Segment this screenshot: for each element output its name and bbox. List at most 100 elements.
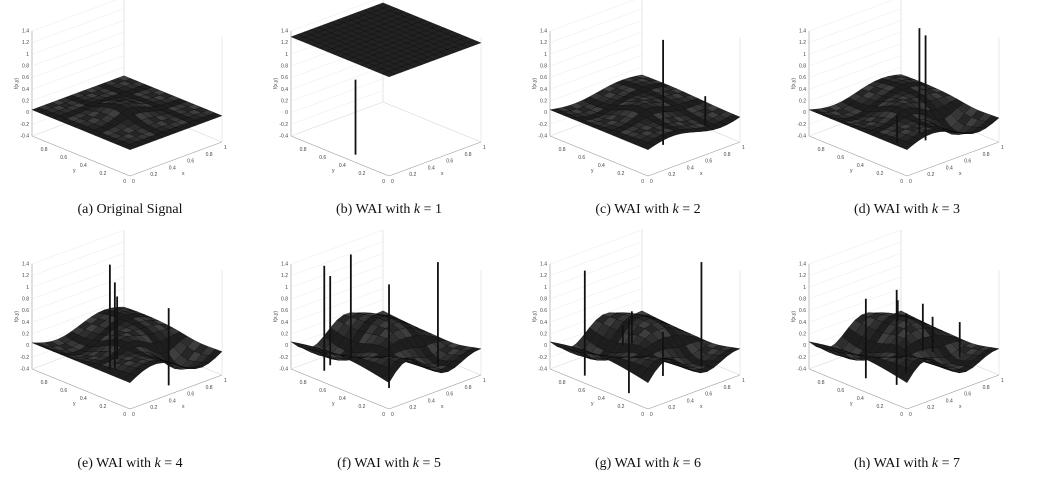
panel: 1.41.210.80.60.40.20-0.2-0.4f(x,y)00.20.… bbox=[273, 0, 486, 217]
grid-line bbox=[809, 230, 901, 264]
x-tick-label: 0.4 bbox=[687, 398, 694, 404]
z-tick-label: 1 bbox=[803, 285, 806, 291]
grid-line bbox=[291, 230, 383, 264]
z-axis-label: f(x,y) bbox=[532, 311, 538, 322]
z-tick-label: 0.4 bbox=[540, 320, 547, 326]
z-tick-label: -0.2 bbox=[20, 355, 29, 361]
z-axis-label: f(x,y) bbox=[14, 311, 20, 322]
z-tick-label: 0.4 bbox=[540, 87, 547, 93]
axis-line bbox=[389, 375, 481, 409]
x-tick-label: 0.8 bbox=[724, 152, 731, 158]
z-tick-label: 0.2 bbox=[799, 332, 806, 338]
y-tick-label: 0.8 bbox=[41, 147, 48, 153]
y-tick-label: 0 bbox=[382, 412, 385, 418]
grid-line bbox=[550, 265, 642, 299]
grid-line bbox=[32, 230, 124, 264]
caption-text: WAI with bbox=[356, 202, 411, 217]
x-tick-label: 1 bbox=[224, 145, 227, 151]
z-tick-label: 1 bbox=[544, 285, 547, 291]
z-tick-label: -0.4 bbox=[797, 367, 806, 373]
axis-line bbox=[907, 375, 999, 409]
x-axis-label: x bbox=[700, 171, 703, 177]
grid-line bbox=[809, 44, 901, 78]
x-tick-label: 0.2 bbox=[668, 172, 675, 178]
x-tick-label: 1 bbox=[224, 378, 227, 384]
z-tick-label: 0.6 bbox=[799, 308, 806, 314]
grid-line bbox=[550, 32, 642, 66]
grid-line bbox=[291, 242, 383, 276]
y-tick-label: 0.6 bbox=[60, 155, 67, 161]
caption-text: WAI with bbox=[874, 456, 929, 471]
x-tick-label: 0.6 bbox=[964, 159, 971, 165]
grid-line bbox=[550, 230, 642, 264]
axis-line bbox=[291, 369, 389, 409]
z-tick-label: 0 bbox=[285, 343, 288, 349]
x-tick-label: 0 bbox=[132, 412, 135, 418]
x-tick-label: 0.4 bbox=[687, 165, 694, 171]
grid-line bbox=[550, 0, 642, 31]
z-axis-label: f(x,y) bbox=[791, 311, 797, 322]
panel: 1.41.210.80.60.40.20-0.2-0.4f(x,y)00.20.… bbox=[14, 230, 227, 471]
y-tick-label: 0.4 bbox=[598, 163, 605, 169]
x-tick-label: 0.2 bbox=[927, 405, 934, 411]
x-tick-label: 0.4 bbox=[169, 165, 176, 171]
axis-line bbox=[809, 369, 907, 409]
y-axis-label: y bbox=[73, 401, 76, 407]
caption-label: (f) bbox=[337, 456, 351, 471]
y-tick-label: 0.8 bbox=[559, 147, 566, 153]
x-tick-label: 0.6 bbox=[705, 392, 712, 398]
grid-line bbox=[550, 242, 642, 276]
y-tick-label: 0.6 bbox=[319, 388, 326, 394]
x-tick-label: 0.4 bbox=[169, 398, 176, 404]
grid-line bbox=[809, 32, 901, 66]
y-tick-label: 0.2 bbox=[358, 171, 365, 177]
y-tick-label: 0 bbox=[123, 412, 126, 418]
grid-line bbox=[550, 277, 642, 311]
z-axis-label: f(x,y) bbox=[14, 78, 20, 89]
z-tick-label: 0.6 bbox=[799, 75, 806, 81]
y-axis-label: y bbox=[591, 401, 594, 407]
x-tick-label: 0.8 bbox=[206, 152, 213, 158]
y-tick-label: 0.2 bbox=[876, 171, 883, 177]
z-tick-label: -0.2 bbox=[538, 355, 547, 361]
x-tick-label: 1 bbox=[483, 145, 486, 151]
z-tick-label: 1.2 bbox=[281, 273, 288, 279]
grid-line bbox=[291, 265, 383, 299]
caption-var: k bbox=[155, 456, 162, 471]
axis-line bbox=[389, 142, 481, 176]
caption-label: (e) bbox=[77, 456, 93, 471]
caption-text: WAI with bbox=[354, 456, 409, 471]
caption-var: k bbox=[673, 202, 680, 217]
z-tick-label: 0.6 bbox=[22, 308, 29, 314]
caption-var: k bbox=[673, 456, 680, 471]
z-tick-label: 0 bbox=[26, 110, 29, 116]
grid-line bbox=[32, 0, 124, 31]
grid-line bbox=[809, 0, 901, 31]
caption-text: WAI with bbox=[615, 456, 670, 471]
y-tick-label: 0.2 bbox=[617, 404, 624, 410]
z-tick-label: 0.4 bbox=[799, 320, 806, 326]
caption-label: (g) bbox=[595, 456, 612, 471]
x-tick-label: 0.2 bbox=[409, 172, 416, 178]
y-tick-label: 0.6 bbox=[837, 155, 844, 161]
caption-eq: = 6 bbox=[683, 456, 701, 471]
caption-var: k bbox=[414, 202, 421, 217]
grid-line bbox=[32, 32, 124, 66]
caption: (d) WAI with k = 3 bbox=[854, 202, 960, 217]
y-tick-label: 0.4 bbox=[598, 396, 605, 402]
x-tick-label: 0.2 bbox=[150, 405, 157, 411]
grid-line bbox=[32, 9, 124, 43]
caption: (e) WAI with k = 4 bbox=[77, 456, 182, 471]
x-tick-label: 1 bbox=[1001, 145, 1004, 151]
x-tick-label: 0.8 bbox=[724, 385, 731, 391]
z-tick-label: 0 bbox=[26, 343, 29, 349]
grid-line bbox=[32, 20, 124, 54]
z-tick-label: 0.4 bbox=[799, 87, 806, 93]
axis-line bbox=[648, 375, 740, 409]
x-tick-label: 0.8 bbox=[206, 385, 213, 391]
caption: (g) WAI with k = 6 bbox=[595, 456, 701, 471]
y-axis-label: y bbox=[73, 168, 76, 174]
y-tick-label: 0.8 bbox=[818, 147, 825, 153]
z-tick-label: 1.4 bbox=[799, 29, 806, 35]
y-axis-label: y bbox=[591, 168, 594, 174]
